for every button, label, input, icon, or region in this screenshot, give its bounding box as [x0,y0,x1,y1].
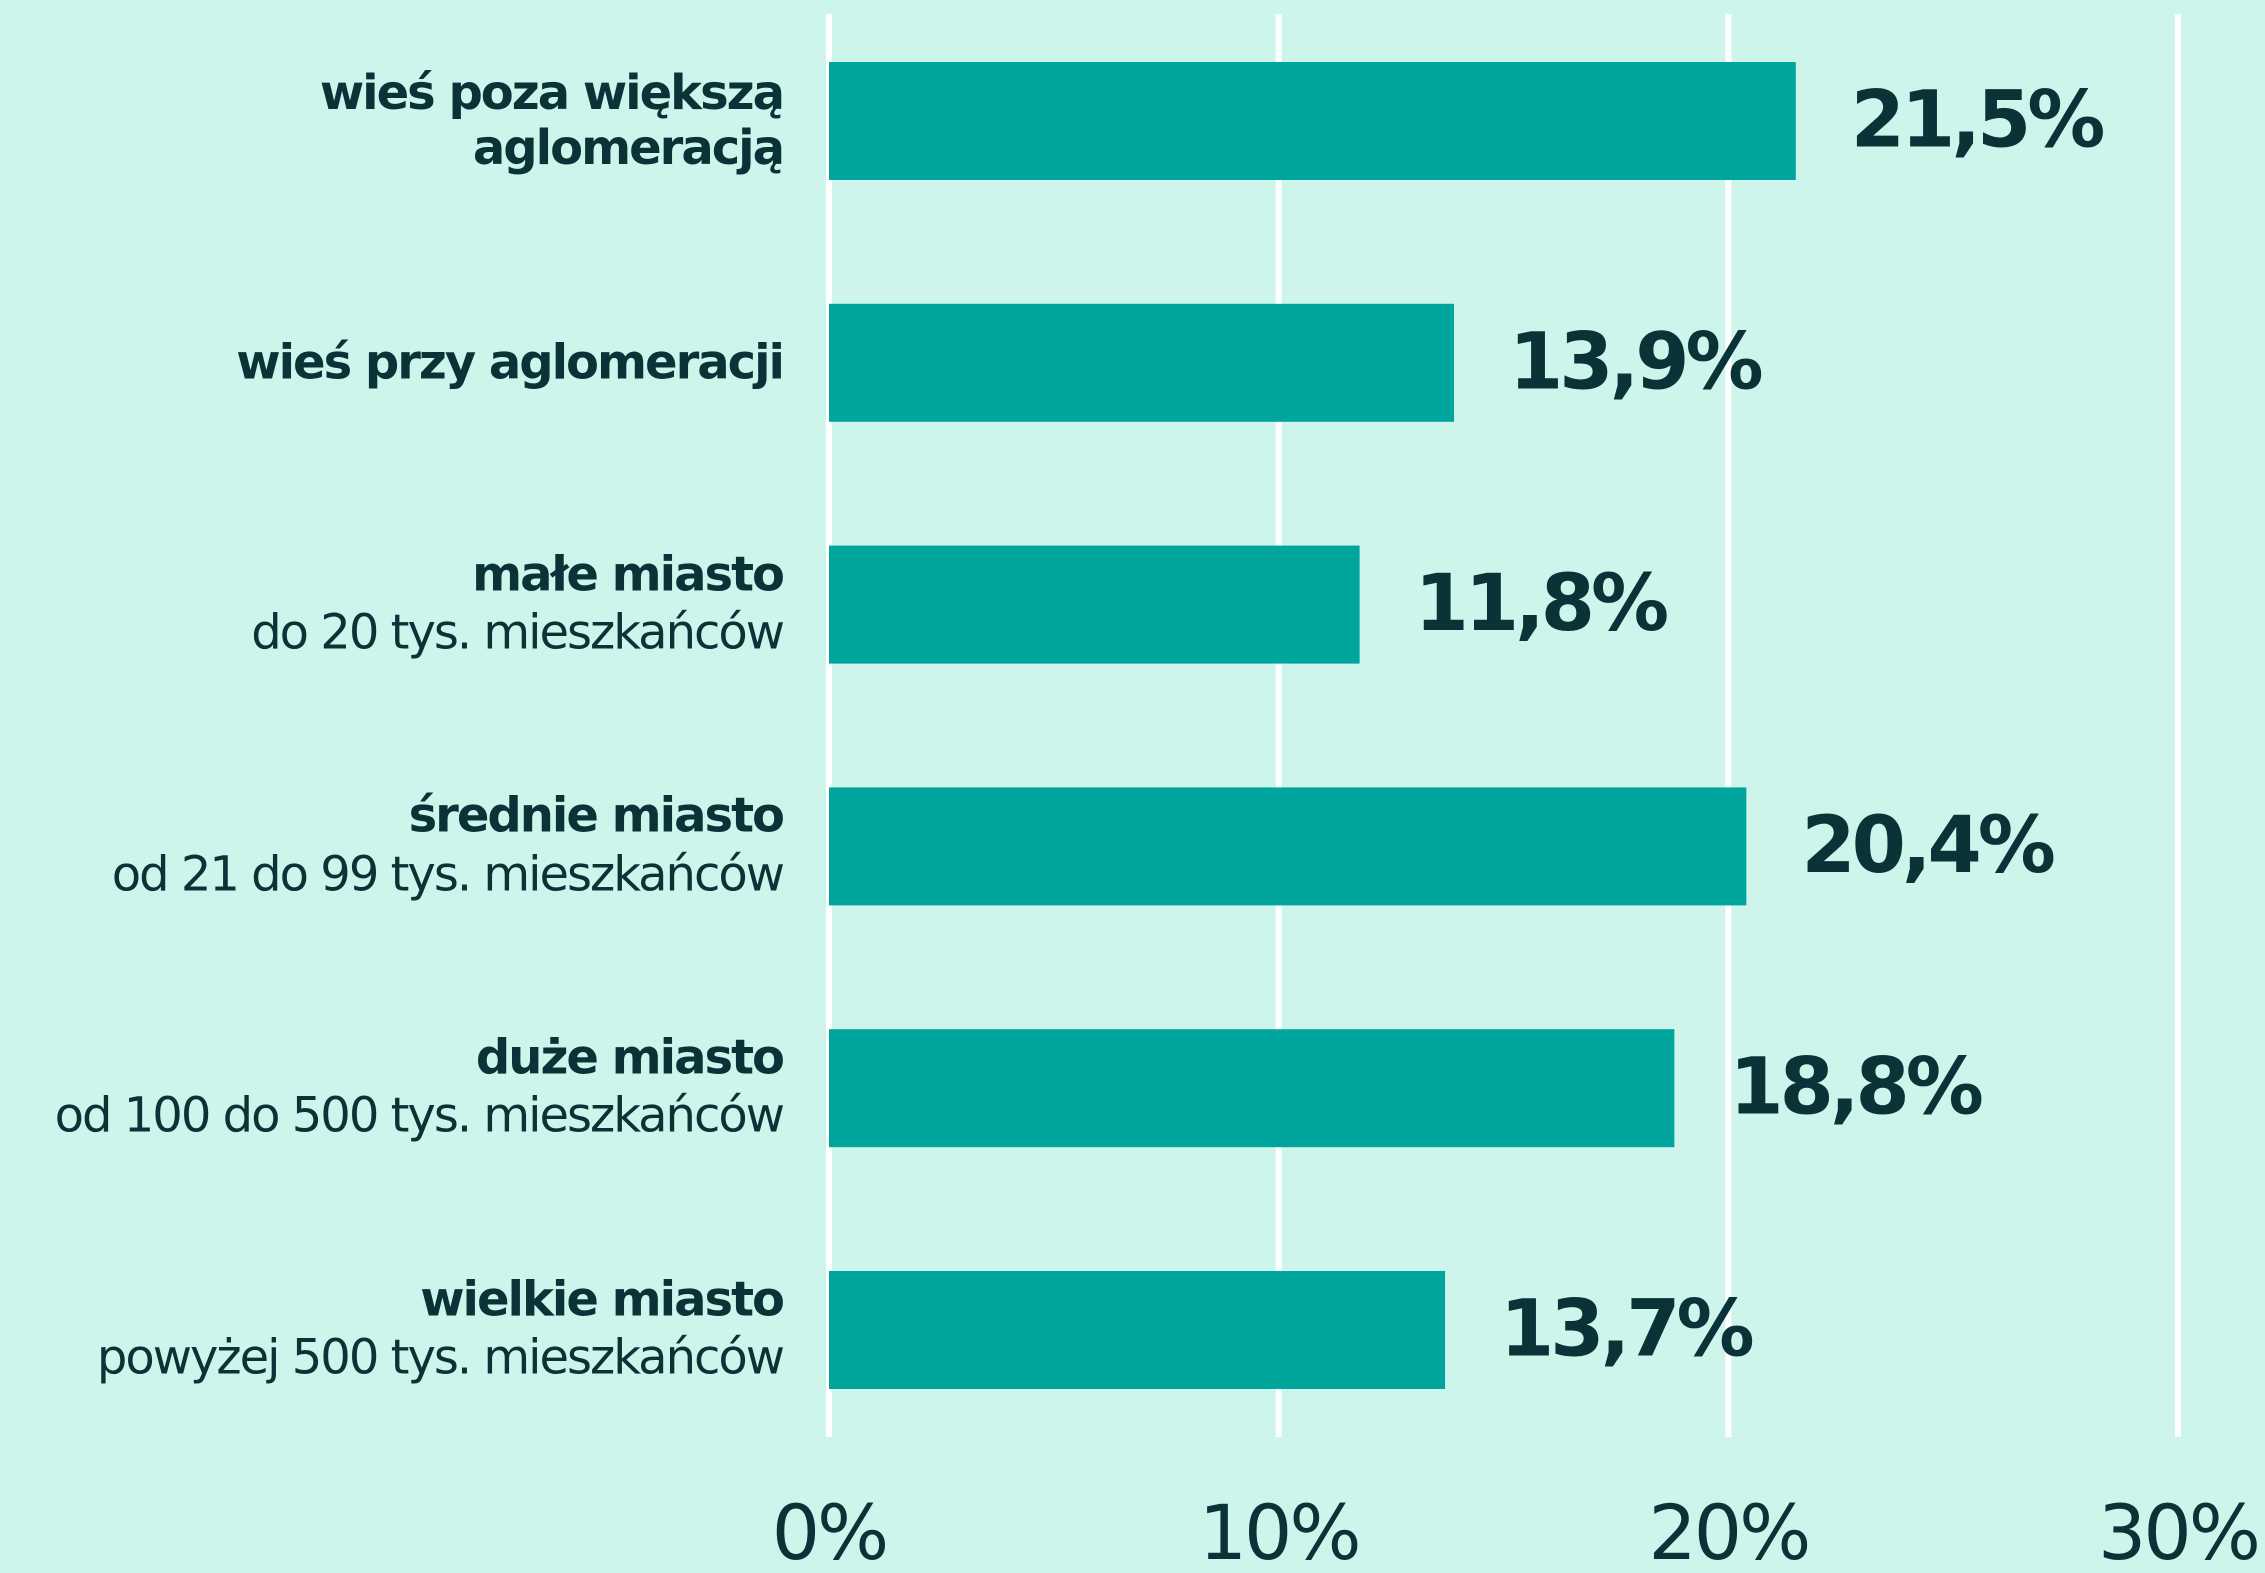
category-label: wieś przy aglomeracji [23,334,785,391]
value-label: 20,4% [1801,801,2053,891]
category-name: średnie miasto [408,787,785,844]
x-tick-label: 10% [1199,1488,1359,1573]
category-label: duże miasto od 100 do 500 tys. mieszkańcó… [23,1029,785,1146]
value-label: 13,7% [1500,1284,1752,1374]
value-label: 13,9% [1509,317,1761,407]
bar [829,62,1796,180]
bar [829,303,1455,422]
category-name: wieś poza większą aglomeracją [319,64,785,176]
category-label: małe miasto do 20 tys. mieszkańców [23,546,785,662]
value-label: 18,8% [1729,1043,1981,1133]
value-label: 11,8% [1415,559,1667,649]
category-note: od 21 do 99 tys. mieszkańców [111,845,785,902]
x-tick-label: 20% [1648,1488,1808,1573]
value-label: 21,5% [1851,75,2103,165]
category-name: małe miasto [472,546,785,602]
category-note: od 100 do 500 tys. mieszkańców [54,1087,785,1144]
category-note: do 20 tys. mieszkańców [251,604,785,661]
category-label: wielkie miasto powyżej 500 tys. mieszkańc… [23,1271,785,1387]
bar [829,787,1747,906]
category-name: duże miasto [475,1029,785,1086]
category-label: średnie miasto od 21 do 99 tys. mieszkańc… [23,787,785,904]
x-tick-label: 30% [2098,1488,2258,1573]
category-label: wieś poza większą aglomeracją [23,64,785,176]
x-tick-label: 0% [772,1488,887,1573]
bar [829,1029,1675,1148]
bar [829,1271,1446,1389]
category-note: powyżej 500 tys. mieszkańców [96,1329,785,1386]
category-name: wielkie miasto [420,1271,785,1328]
bar [829,545,1360,664]
category-name: wieś przy aglomeracji [236,334,785,391]
